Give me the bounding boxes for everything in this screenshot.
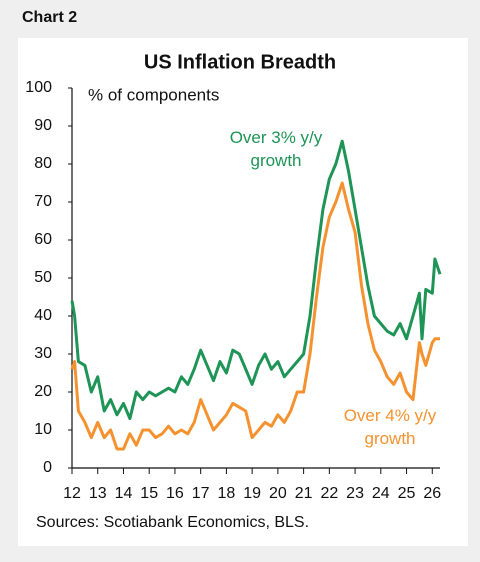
x-tick-label: 23 (346, 485, 364, 502)
y-tick-label: 50 (34, 269, 52, 286)
series-annotation: Over 3% y/y growth (229, 128, 323, 170)
x-tick-label: 19 (243, 485, 261, 502)
series-annotation: Over 4% y/y growth (343, 406, 437, 448)
y-tick-label: 90 (34, 117, 52, 134)
y-tick-label: 30 (34, 345, 52, 362)
x-tick-label: 25 (398, 485, 416, 502)
page-label: Chart 2 (22, 9, 77, 26)
y-tick-label: 40 (34, 307, 52, 324)
x-tick-label: 20 (269, 485, 287, 502)
x-tick-label: 15 (140, 485, 158, 502)
x-tick-label: 16 (166, 485, 184, 502)
x-tick-label: 17 (192, 485, 210, 502)
x-tick-label: 18 (218, 485, 236, 502)
y-tick-label: 60 (34, 231, 52, 248)
x-tick-label: 21 (295, 485, 313, 502)
y-tick-label: 20 (34, 383, 52, 400)
y-tick-label: 70 (34, 193, 52, 210)
x-tick-label: 24 (372, 485, 390, 502)
panel (18, 38, 468, 546)
y-tick-label: 100 (25, 79, 52, 96)
x-tick-label: 13 (89, 485, 107, 502)
y-tick-label: 10 (34, 421, 52, 438)
chart-title: US Inflation Breadth (144, 51, 336, 73)
series-line (70, 139, 442, 421)
y-axis-label: % of components (88, 85, 219, 104)
y-tick-label: 0 (43, 459, 52, 476)
x-tick-label: 14 (115, 485, 133, 502)
x-tick-label: 22 (320, 485, 338, 502)
x-tick-label: 26 (423, 485, 441, 502)
source: Sources: Scotiabank Economics, BLS. (36, 514, 309, 531)
series-line (70, 181, 440, 451)
x-tick-label: 12 (63, 485, 81, 502)
y-tick-label: 80 (34, 155, 52, 172)
